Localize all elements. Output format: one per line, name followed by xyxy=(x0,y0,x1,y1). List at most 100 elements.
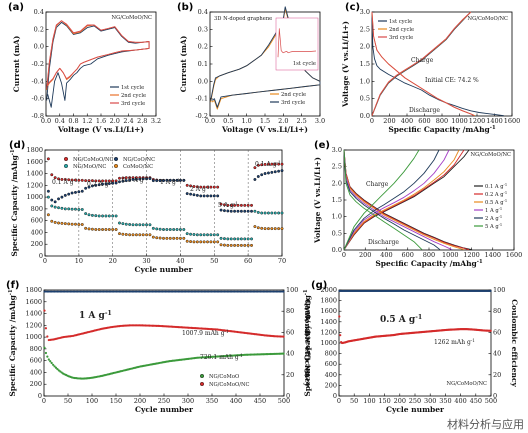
rate-point xyxy=(280,162,284,166)
y-tick-label: 1.5 xyxy=(332,196,342,204)
ce-point xyxy=(171,290,174,293)
ce-point xyxy=(180,290,183,293)
ce-point xyxy=(115,290,118,293)
y-tick-label: 1000 xyxy=(25,333,42,341)
rate-point xyxy=(67,222,71,226)
rate-point xyxy=(219,202,223,206)
y-tick-label: 0.0 xyxy=(34,43,44,51)
ce-point xyxy=(489,290,492,293)
legend-a-1-label: 2nd cycle xyxy=(121,93,146,99)
rate-point xyxy=(111,228,115,231)
rate-point xyxy=(138,233,142,237)
rate-point xyxy=(124,233,128,236)
legend-d-1-marker xyxy=(113,156,118,161)
rate-point xyxy=(165,178,169,182)
rate-point xyxy=(216,185,220,189)
ce-point xyxy=(106,290,109,293)
rate-point xyxy=(256,163,260,167)
rate-point xyxy=(246,243,250,247)
rate-point xyxy=(121,179,125,183)
y-tick-label: 0.5 xyxy=(332,229,342,237)
rate-point xyxy=(101,214,105,218)
ce-point xyxy=(118,290,121,293)
discharge-curve-5 xyxy=(343,149,423,251)
rate-label: 5 A g-1 xyxy=(218,201,238,210)
ce-point xyxy=(200,290,203,293)
ce-point xyxy=(271,290,273,293)
ce-point xyxy=(148,290,151,293)
rate-point xyxy=(246,203,250,207)
ce-point xyxy=(98,290,101,293)
rate-point xyxy=(124,222,128,226)
rate-point xyxy=(256,210,260,214)
x-tick-label: 1600 xyxy=(506,251,523,259)
rate-point xyxy=(185,192,189,196)
ce-point xyxy=(249,290,252,293)
ce-point xyxy=(275,290,278,293)
y-tick-label: 0.1 xyxy=(198,60,208,68)
y-tick-label: -0.1 xyxy=(195,95,208,103)
ce-point xyxy=(258,290,261,293)
legend-e-4-label: 2 A g-1 xyxy=(485,215,502,222)
x-tick-label: 300 xyxy=(182,397,194,405)
ce-point xyxy=(85,290,88,293)
rate-point xyxy=(250,243,253,247)
x-axis-label: Specific Capacity /mAhg-1 xyxy=(375,259,483,268)
ce-point xyxy=(269,290,272,293)
rate-point xyxy=(270,162,274,166)
ce-point xyxy=(72,290,75,293)
rate-point xyxy=(80,189,84,193)
rate-point xyxy=(199,240,203,244)
rate-point xyxy=(165,236,169,240)
y-axis-label: Specific Capacity /mAhg-1 xyxy=(303,289,312,397)
ce-point xyxy=(181,290,184,293)
rate-point xyxy=(189,184,193,188)
y-tick-label: 600 xyxy=(31,217,43,225)
rate-point xyxy=(148,177,152,181)
rate-point xyxy=(202,194,206,198)
x-tick-label: 1.0 xyxy=(241,117,251,125)
y-tick-label: 3.0 xyxy=(360,8,370,16)
cv-line-2 xyxy=(46,20,150,91)
rate-label: 2 A g-1 xyxy=(190,185,210,194)
rate-point xyxy=(260,226,264,230)
rate-point xyxy=(94,179,98,183)
ce-point xyxy=(243,290,246,293)
rate-point xyxy=(114,228,118,231)
y-tick-label: 400 xyxy=(31,228,43,236)
ce-point xyxy=(83,290,86,293)
y-tick-label: 1.0 xyxy=(332,213,342,221)
rate-point xyxy=(67,207,71,211)
rate-point xyxy=(209,240,213,244)
rate-point xyxy=(236,203,240,207)
ce-point xyxy=(178,290,181,293)
x-tick-label: 10 xyxy=(75,257,83,265)
rate-point xyxy=(87,213,91,217)
rate-point xyxy=(263,162,267,166)
panel-letter: (g) xyxy=(311,280,327,291)
legend-d-1-label: NG/CoO/NC xyxy=(123,157,155,163)
legend-d-0-marker xyxy=(63,156,68,161)
rate-point xyxy=(185,183,189,187)
y-tick-label: 1800 xyxy=(25,286,42,294)
ce-point xyxy=(282,290,285,293)
y-tick-label: 1200 xyxy=(26,181,43,189)
rate-point xyxy=(131,177,135,181)
rate-point xyxy=(70,222,74,226)
ce-point xyxy=(273,290,276,293)
ce-point xyxy=(127,290,129,293)
ce-point xyxy=(190,290,193,293)
rate-point xyxy=(50,204,54,208)
rate-point xyxy=(277,162,281,166)
x-tick-label: 2.0 xyxy=(278,117,288,125)
x-tick-label: 2.8 xyxy=(137,117,147,125)
rate-point xyxy=(74,178,77,182)
inset-frame xyxy=(275,17,319,71)
ce-point xyxy=(276,290,279,293)
y-tick-label: 800 xyxy=(31,205,43,213)
rate-point xyxy=(222,243,226,247)
x-tick-label: 0.0 xyxy=(41,117,51,125)
rate-point xyxy=(162,236,165,240)
rate-point xyxy=(239,237,243,241)
y-tick-label: 0.2 xyxy=(198,43,208,51)
